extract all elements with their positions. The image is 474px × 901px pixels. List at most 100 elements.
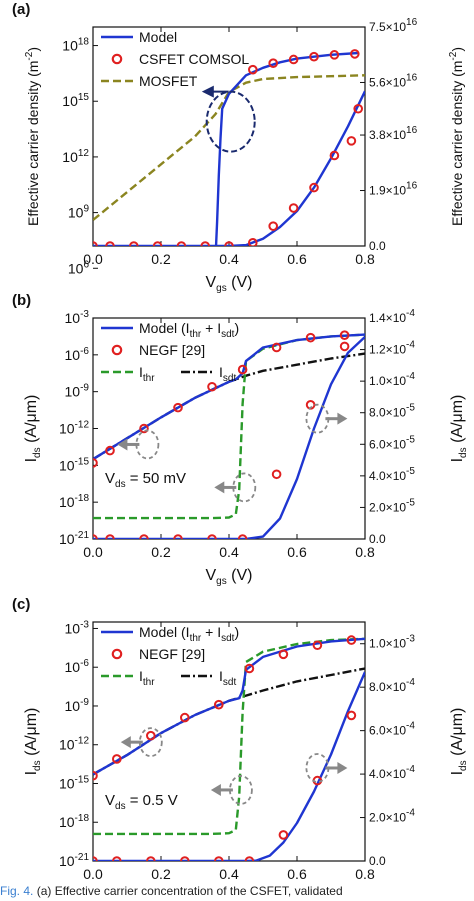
annotation-arrow-head	[337, 761, 348, 774]
data-point	[309, 51, 319, 62]
y-left-tick-label: 10-9	[65, 697, 90, 714]
legend: Model CSFET COMSOL MOSFET	[101, 29, 249, 89]
legend-label: Model (Ithr + Isdt)	[139, 320, 239, 340]
data-point	[152, 241, 163, 246]
data-point	[353, 103, 364, 114]
x-tick-label: 0.0	[83, 544, 103, 560]
annotation-ellipse	[232, 472, 257, 503]
legend-label: CSFET COMSOL	[139, 51, 249, 67]
y-right-tick-label: 0.0	[369, 854, 386, 868]
data-point	[173, 534, 183, 539]
data-point	[339, 341, 350, 352]
caption-text: (a) Effective carrier concentration of t…	[36, 884, 343, 898]
data-point	[146, 856, 156, 861]
x-axis-title: Vgs (V)	[205, 567, 252, 587]
data-point	[224, 241, 234, 246]
data-point	[268, 221, 279, 231]
data-point	[176, 241, 187, 246]
legend-swatch	[111, 53, 123, 65]
annotation-arrow-head	[120, 736, 131, 749]
y-right-axis-title: Effective carrier density (m-2)	[448, 47, 465, 226]
data-point	[237, 534, 248, 539]
y-right-tick-label: 4.0×10-5	[369, 466, 415, 483]
data-point	[139, 423, 149, 434]
data-point	[329, 50, 340, 60]
x-axis-title: Vgs (V)	[205, 274, 252, 294]
y-left-tick-label: 10-18	[59, 493, 89, 510]
panel-a: (a) 0.0 0.2 0.4 0.6 0.8 Vgs (V) 106 109 1012 1015 1…	[12, 1, 465, 294]
panel-label: (b)	[12, 292, 31, 309]
x-tick-label: 0.2	[151, 251, 171, 267]
y-right-tick-label: 8.0×10-4	[369, 677, 415, 694]
data-point	[200, 241, 210, 246]
y-right-tick-label: 0.0	[369, 532, 386, 546]
data-point	[350, 49, 360, 59]
legend-label: Ithr	[139, 364, 155, 384]
x-tick-label: 0.2	[151, 866, 171, 882]
y-left-tick-label: 10-6	[65, 346, 90, 363]
y-left-axis-title: Ids (A/μm)	[23, 395, 43, 463]
legend-label: NEGF [29]	[139, 646, 205, 662]
series-line-i-thr	[93, 333, 365, 520]
y-right-tick-label: 1.4×10-4	[369, 308, 415, 325]
y-right-tick-label: 4.0×10-4	[369, 764, 415, 781]
y-left-tick-label: 1018	[62, 37, 89, 54]
data-point	[93, 241, 98, 246]
data-point	[207, 534, 217, 539]
data-point	[129, 241, 139, 246]
data-point	[339, 330, 350, 340]
data-point	[248, 237, 258, 246]
y-left-tick-label: 10-18	[59, 813, 89, 830]
legend: Model (Ithr + Isdt) NEGF [29] Ithr Isdt	[101, 624, 239, 688]
data-point	[105, 241, 115, 246]
legend-label: MOSFET	[139, 73, 198, 89]
data-point	[248, 64, 258, 75]
x-tick-label: 0.6	[287, 544, 307, 560]
y-left-tick-label: 1015	[62, 92, 89, 109]
plot-frame	[92, 317, 366, 540]
y-left-tick-label: 10-3	[65, 309, 90, 326]
legend-label: NEGF [29]	[139, 342, 205, 358]
data-point	[105, 445, 115, 456]
panel-b: (b) 0.0 0.2 0.4 0.6 0.8 Vgs (V) 10-21 10-18 10-15…	[12, 292, 469, 587]
y-left-axis-title: Ids (A/μm)	[23, 708, 43, 776]
data-point	[180, 856, 190, 861]
y-right-tick-label: 6.0×10-5	[369, 434, 415, 451]
plot-area	[93, 635, 365, 861]
x-tick-label: 0.2	[151, 544, 171, 560]
y-left-tick-label: 109	[68, 204, 90, 221]
annotation-ellipse	[135, 429, 160, 460]
caption-label: Fig. 4.	[0, 884, 34, 898]
y-left-tick-label: 1012	[62, 148, 89, 165]
x-tick-label: 0.4	[219, 866, 239, 882]
data-point	[288, 54, 299, 65]
data-point	[312, 640, 323, 651]
plot-area	[93, 49, 365, 246]
data-point	[268, 58, 279, 68]
y-right-tick-label: 6.0×10-4	[369, 721, 415, 738]
y-right-tick-label: 5.6×1016	[369, 72, 418, 89]
data-point	[139, 534, 149, 539]
vds-label: Vds = 0.5 V	[105, 792, 178, 812]
data-point	[288, 203, 299, 213]
y-right-tick-label: 2.0×10-4	[369, 808, 415, 825]
series-line-mosfet	[93, 74, 365, 221]
x-tick-label: 0.8	[355, 544, 375, 560]
data-point	[305, 332, 316, 343]
legend-label: Ithr	[139, 668, 155, 688]
data-point	[309, 182, 319, 193]
data-point	[105, 534, 115, 539]
series-line-i-thr	[93, 637, 365, 836]
data-point	[271, 342, 282, 353]
y-left-tick-label: 10-21	[59, 530, 89, 547]
series-line-model	[214, 51, 359, 246]
x-tick-label: 0.4	[219, 251, 239, 267]
y-left-tick-label: 10-3	[65, 619, 90, 636]
data-point	[346, 635, 357, 645]
annotation-arrow-head	[337, 412, 348, 425]
data-point	[112, 856, 122, 861]
data-point	[271, 469, 282, 480]
x-tick-label: 0.4	[219, 544, 239, 560]
data-point	[346, 136, 357, 146]
